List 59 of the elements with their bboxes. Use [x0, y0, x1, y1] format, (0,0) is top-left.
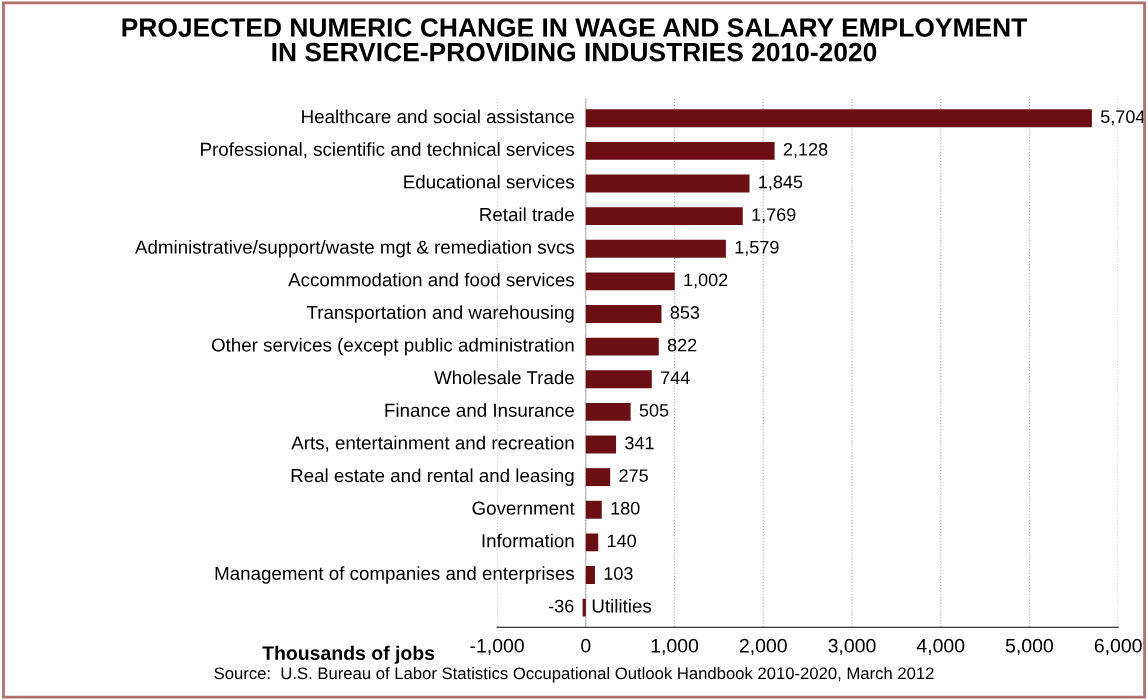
bar [585, 370, 652, 389]
y-tick-label: Real estate and rental and leasing [291, 468, 574, 486]
bar [585, 239, 726, 258]
x-tick-label: 2,000 [739, 638, 787, 655]
bar [585, 500, 602, 519]
y-tick-label: Healthcare and social assistance [302, 109, 574, 124]
data-label: 822 [667, 338, 697, 352]
y-tick-label: Arts, entertainment and recreation [291, 435, 574, 452]
y-tick-label: Government [472, 501, 575, 515]
data-label: 103 [604, 567, 633, 580]
data-label: 180 [611, 501, 640, 515]
data-label: 1,579 [735, 240, 779, 256]
y-tick-label: Professional, scientific and technical services [201, 142, 575, 159]
data-label: 1,845 [759, 175, 803, 191]
data-label: 2,128 [783, 142, 828, 158]
data-label: 275 [619, 469, 648, 482]
data-label: 341 [625, 436, 654, 450]
x-axis-title: Thousands of jobs [262, 645, 435, 664]
bar [585, 533, 599, 552]
y-tick-label: Utilities [592, 598, 652, 613]
data-label: 140 [607, 534, 636, 548]
data-label: 853 [670, 306, 700, 319]
y-tick-label: Retail trade [480, 207, 574, 222]
y-tick-label: Transportation and warehousing [306, 305, 574, 323]
bar [582, 598, 586, 617]
data-label: 505 [639, 403, 669, 417]
x-tick-label: 3,000 [828, 638, 876, 655]
data-label: 5,704 [1100, 110, 1145, 126]
bar [585, 337, 659, 356]
data-label: 1,769 [752, 208, 796, 224]
y-tick-label: Information [482, 533, 574, 548]
y-tick-label: Other services (except public administration [211, 337, 574, 356]
bar [585, 174, 750, 193]
bar [585, 566, 595, 584]
x-tick-label: 0 [581, 638, 591, 653]
y-tick-label: Wholesale Trade [434, 370, 574, 385]
bar [585, 272, 675, 291]
source-note: Source: U.S. Bureau of Labor Statistics Occupational Outlook Handbook 2010-2020, March 2012 [214, 666, 934, 683]
y-tick-label: Finance and Insurance [385, 403, 574, 417]
x-tick-label: 4,000 [916, 638, 965, 655]
x-tick-label: 1,000 [651, 638, 699, 655]
y-tick-label: Educational services [404, 174, 575, 189]
data-label: 744 [661, 371, 690, 384]
y-tick-label: Accommodation and food services [288, 272, 575, 287]
bar [585, 207, 743, 226]
bar [585, 435, 617, 454]
bar [585, 141, 775, 160]
data-label: 1,002 [684, 273, 728, 289]
bar [585, 109, 1092, 128]
data-label: -36 [548, 599, 574, 613]
bar [585, 468, 611, 487]
x-tick-label: 5,000 [1005, 638, 1053, 655]
y-tick-label: Administrative/support/waste mgt & remediation svcs [135, 240, 575, 258]
bar [585, 402, 631, 421]
bar [585, 305, 662, 323]
chart-title: PROJECTED NUMERIC CHANGE IN WAGE AND SALARY EMPLOYMENT IN SERVICE-PROVIDING INDUSTRIES 2010-2020 [122, 18, 1027, 62]
y-tick-label: Management of companies and enterprises [215, 566, 575, 584]
x-tick-label: 6,000 [1094, 638, 1142, 655]
x-tick-label: -1,000 [470, 638, 524, 655]
